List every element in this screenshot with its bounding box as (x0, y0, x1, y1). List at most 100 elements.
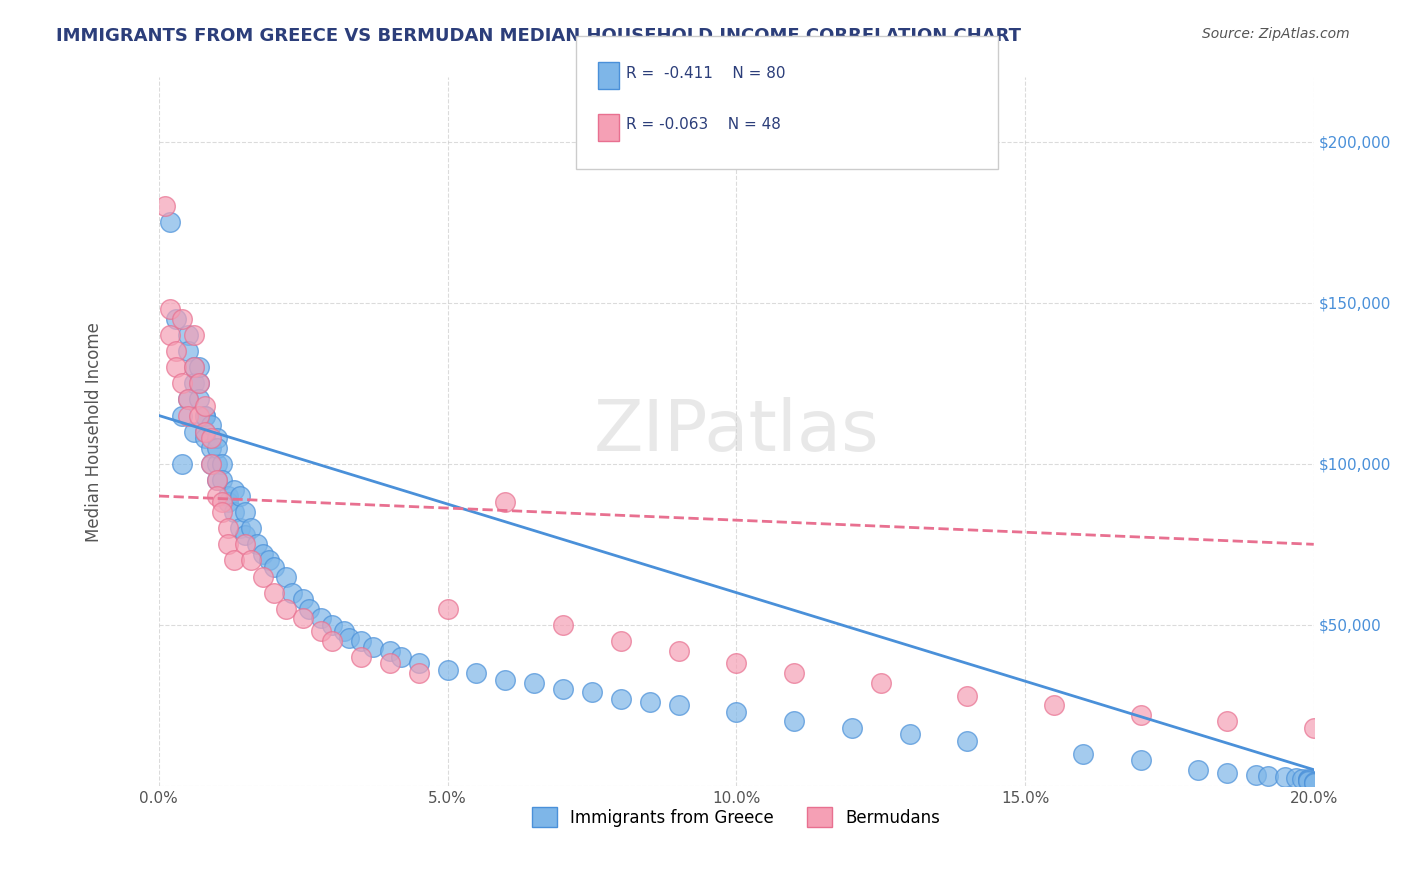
Point (332, 624, 354, 639)
Point (159, 302, 181, 317)
Point (194, 425, 217, 439)
Point (177, 344, 200, 359)
Point (217, 521, 239, 535)
Text: ZIPatlas: ZIPatlas (593, 397, 879, 467)
Point (165, 344, 187, 359)
Point (725, 657, 748, 671)
Point (183, 360, 205, 375)
Text: R =  -0.411    N = 80: R = -0.411 N = 80 (626, 66, 785, 80)
Point (494, 673, 516, 687)
Point (159, 328, 181, 343)
Point (1216, 765, 1239, 780)
Point (177, 392, 200, 407)
Point (361, 640, 384, 655)
Point (378, 657, 401, 671)
Point (205, 473, 228, 487)
Point (551, 617, 574, 632)
Point (956, 733, 979, 747)
Point (274, 601, 297, 615)
Point (321, 617, 343, 632)
Point (235, 527, 257, 541)
Text: IMMIGRANTS FROM GREECE VS BERMUDAN MEDIAN HOUSEHOLD INCOME CORRELATION CHART: IMMIGRANTS FROM GREECE VS BERMUDAN MEDIA… (56, 27, 1021, 45)
Point (1187, 763, 1209, 777)
Point (339, 631, 361, 645)
Point (494, 495, 516, 509)
Point (170, 376, 193, 391)
Point (228, 521, 250, 535)
Text: R = -0.063    N = 48: R = -0.063 N = 48 (626, 118, 780, 132)
Point (165, 312, 187, 326)
Point (436, 601, 458, 615)
Point (235, 537, 257, 551)
Point (205, 489, 228, 503)
Point (194, 425, 217, 439)
Point (408, 657, 430, 671)
Point (783, 714, 806, 729)
Point (956, 689, 979, 703)
Point (200, 418, 222, 433)
Point (1129, 708, 1152, 723)
Point (188, 409, 211, 423)
Point (668, 643, 690, 657)
Point (228, 489, 250, 503)
Point (194, 431, 217, 445)
Point (257, 553, 280, 567)
Point (235, 505, 257, 519)
Point (200, 431, 222, 445)
Point (200, 441, 222, 455)
Point (200, 457, 222, 471)
Point (205, 457, 228, 471)
Point (217, 489, 239, 503)
Legend: Immigrants from Greece, Bermudans: Immigrants from Greece, Bermudans (526, 800, 948, 834)
Point (222, 505, 245, 519)
Point (183, 328, 205, 343)
Point (188, 376, 211, 391)
Point (1285, 771, 1308, 785)
Point (1257, 769, 1279, 783)
Point (194, 409, 217, 423)
Point (183, 376, 205, 391)
Point (280, 585, 302, 599)
Point (211, 473, 233, 487)
Point (610, 691, 633, 706)
Point (1129, 753, 1152, 767)
Point (1291, 772, 1313, 786)
Point (188, 360, 211, 375)
Point (200, 457, 222, 471)
Point (222, 553, 245, 567)
Y-axis label: Median Household Income: Median Household Income (86, 322, 103, 541)
Point (211, 457, 233, 471)
Point (1302, 775, 1324, 789)
Point (188, 376, 211, 391)
Point (211, 495, 233, 509)
Point (298, 601, 321, 615)
Point (170, 409, 193, 423)
Point (188, 392, 211, 407)
Point (350, 650, 373, 665)
Point (1244, 767, 1267, 781)
Text: Source: ZipAtlas.com: Source: ZipAtlas.com (1202, 27, 1350, 41)
Point (1296, 772, 1319, 787)
Point (217, 537, 239, 551)
Point (408, 666, 430, 681)
Point (252, 547, 274, 561)
Point (177, 392, 200, 407)
Point (292, 611, 315, 625)
Point (205, 473, 228, 487)
Point (1302, 721, 1324, 735)
Point (159, 215, 181, 229)
Point (350, 633, 373, 648)
Point (378, 643, 401, 657)
Point (205, 441, 228, 455)
Point (309, 624, 332, 639)
Point (240, 521, 263, 535)
Point (153, 199, 176, 213)
Point (194, 399, 217, 413)
Point (898, 727, 921, 741)
Point (170, 312, 193, 326)
Point (170, 457, 193, 471)
Point (1071, 747, 1094, 761)
Point (436, 663, 458, 677)
Point (1216, 714, 1239, 729)
Point (177, 409, 200, 423)
